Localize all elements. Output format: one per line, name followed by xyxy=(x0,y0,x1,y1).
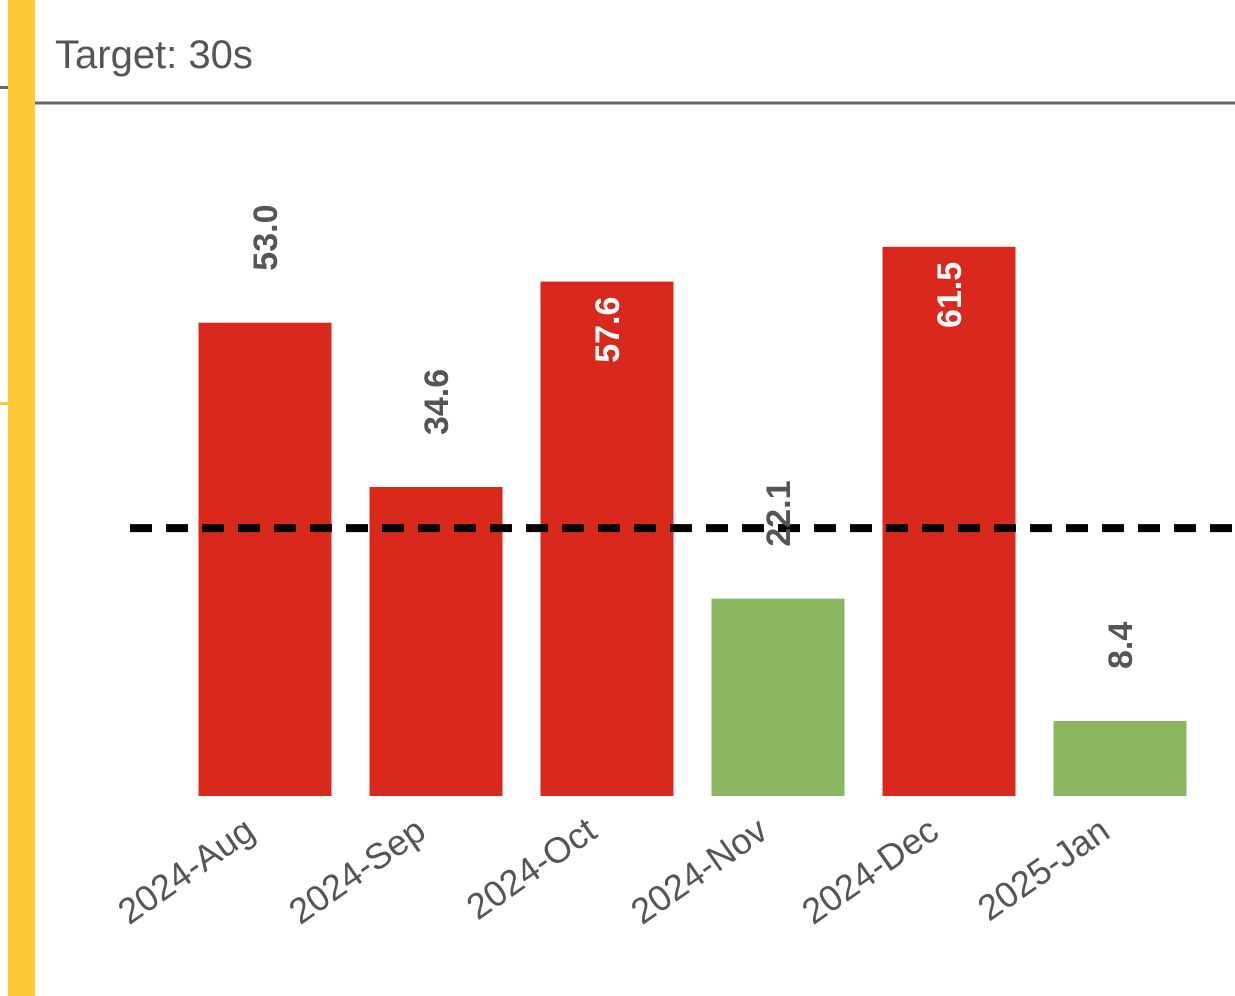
value-label: 57.6 xyxy=(589,297,627,363)
value-label: 53.0 xyxy=(247,205,285,271)
bar xyxy=(369,487,503,796)
bar xyxy=(198,322,332,796)
x-tick-label: 2024-Oct xyxy=(459,809,604,928)
bar xyxy=(711,598,845,796)
x-tick-label: 2024-Dec xyxy=(794,809,945,932)
x-tick-label: 2024-Sep xyxy=(281,809,432,932)
accent-stripe xyxy=(8,0,35,996)
bar xyxy=(882,246,1016,796)
x-tick-label: 2024-Aug xyxy=(110,809,261,932)
edge-mark xyxy=(0,402,8,405)
x-tick-label: 2025-Jan xyxy=(970,809,1116,929)
bar xyxy=(1053,720,1187,796)
bar xyxy=(540,281,674,796)
edge-mark xyxy=(0,86,8,89)
x-tick-label: 2024-Nov xyxy=(623,809,774,932)
subtitle: Target: 30s xyxy=(55,33,253,77)
value-label: 8.4 xyxy=(1102,622,1140,669)
value-label: 61.5 xyxy=(931,262,969,328)
value-label: 34.6 xyxy=(418,369,456,435)
value-label: 22.1 xyxy=(760,480,798,546)
